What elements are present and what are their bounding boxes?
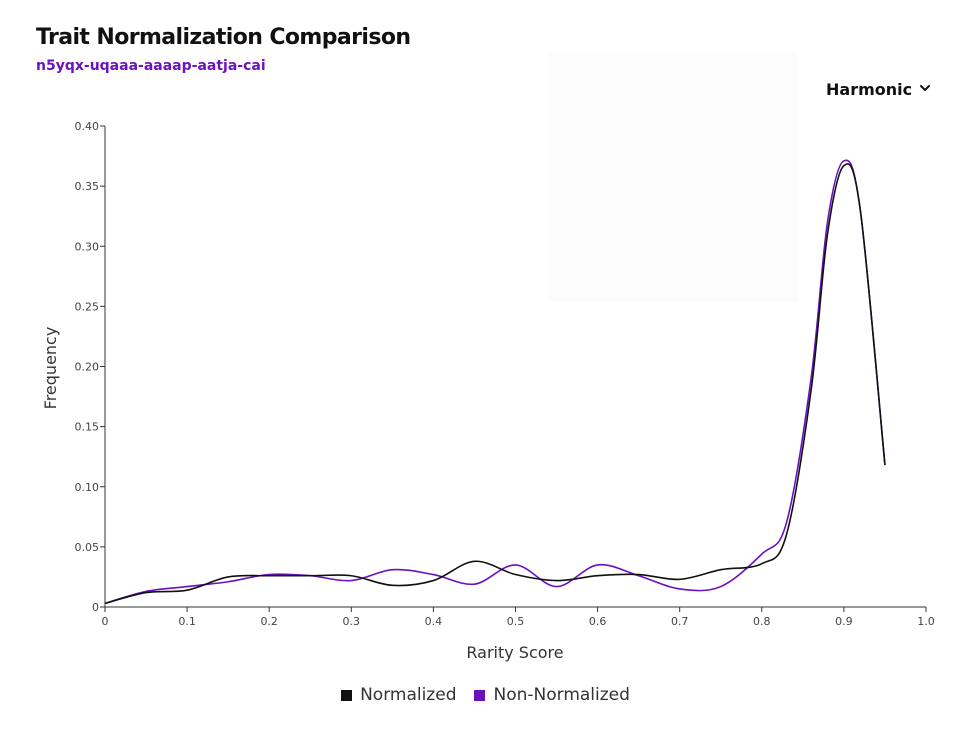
x-axis-label: Rarity Score	[466, 643, 563, 662]
y-tick-label: 0.35	[75, 180, 100, 193]
x-tick-label: 0.6	[589, 615, 607, 628]
series-line-non-normalized	[104, 159, 886, 605]
x-tick-label: 0.1	[178, 615, 196, 628]
x-tick-label: 0.2	[260, 615, 278, 628]
legend-item-non-normalized[interactable]: Non-Normalized	[474, 685, 630, 705]
legend-swatch-normalized	[341, 689, 353, 701]
y-tick-label: 0.30	[75, 240, 100, 253]
x-tick-label: 0.4	[425, 615, 443, 628]
x-tick-label: 0.9	[835, 615, 853, 628]
legend-label-non-normalized: Non-Normalized	[493, 685, 630, 705]
chevron-down-icon	[920, 85, 930, 91]
y-tick-label: 0.10	[75, 481, 100, 494]
y-axis-label: Frequency	[41, 327, 60, 410]
x-tick-label: 0.3	[343, 615, 361, 628]
series-line-normalized	[104, 163, 886, 605]
y-tick-label: 0	[92, 601, 99, 614]
chart-legend: Normalized Non-Normalized	[0, 685, 971, 705]
chart-axes: 0 0.1 0.2 0.3 0.4 0.5 0.6 0.7 0.8 0.9 1.0 0 0.05 0.10…	[75, 120, 935, 628]
x-tick-label: 0	[102, 615, 109, 628]
y-tick-label: 0.25	[75, 300, 100, 313]
legend-item-normalized[interactable]: Normalized	[341, 685, 456, 705]
page-title: Trait Normalization Comparison	[36, 25, 411, 50]
chart-lines	[104, 159, 886, 605]
legend-label-normalized: Normalized	[360, 685, 457, 705]
x-tick-label: 0.7	[671, 615, 689, 628]
dropdown-selected-value: Harmonic	[826, 79, 913, 99]
plot-background-panel	[548, 52, 798, 302]
y-tick-label: 0.05	[75, 541, 100, 554]
y-tick-label: 0.15	[75, 421, 100, 434]
x-tick-label: 0.8	[753, 615, 771, 628]
legend-swatch-non-normalized	[474, 689, 486, 701]
y-tick-label: 0.20	[75, 361, 100, 374]
x-tick-label: 1.0	[917, 615, 935, 628]
normalization-dropdown[interactable]: Harmonic	[820, 76, 938, 102]
canister-id: n5yqx-uqaaa-aaaap-aatja-cai	[36, 58, 266, 74]
y-tick-label: 0.40	[75, 120, 100, 133]
x-tick-label: 0.5	[507, 615, 525, 628]
